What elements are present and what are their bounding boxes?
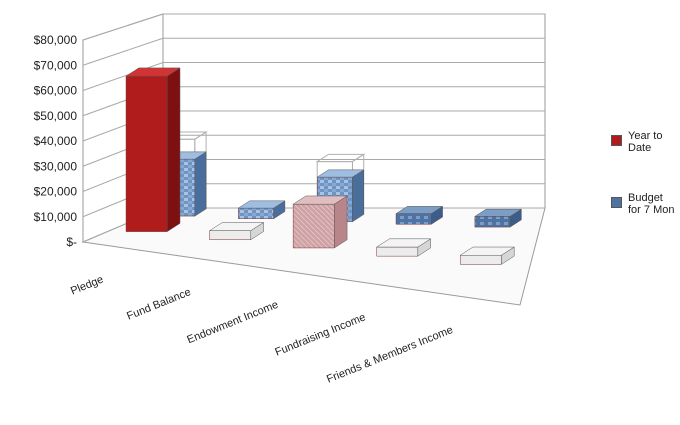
bar-budget-1-top (237, 200, 286, 209)
bar-ytd-4-top (459, 246, 516, 256)
bar-ytd-3-top (375, 238, 432, 248)
x-category-label: Friends & Members Income (325, 324, 455, 386)
bar-budget-2-side (352, 169, 364, 222)
y-tick-label: $30,000 (34, 159, 78, 173)
bar-ytd-1-top (208, 222, 265, 231)
bar-budget-1 (237, 200, 286, 220)
bar-budget-2-top (316, 169, 365, 178)
y-tick-label: $70,000 (34, 58, 78, 72)
x-category-label: Fund Balance (125, 286, 192, 323)
bar-budget-2-outline-outline-top (315, 153, 366, 163)
bar-ytd-0-side (166, 67, 181, 233)
bar-budget-3-top (395, 206, 444, 214)
bar-ytd-4-front (459, 254, 502, 265)
bar-ytd-1-front (209, 230, 252, 241)
gridline-side (82, 62, 164, 91)
bars (125, 67, 523, 265)
bar-ytd-2-front (292, 203, 335, 249)
bar-ytd-4 (459, 246, 516, 265)
x-category-label: Endowment Income (185, 299, 280, 347)
y-tick-label: $10,000 (34, 210, 78, 224)
bar-ytd-1 (208, 222, 265, 241)
legend-swatch-ytd (611, 135, 622, 146)
gridline-side (82, 37, 164, 66)
bar-budget-1-front (238, 207, 274, 220)
gridline-side (82, 13, 164, 41)
legend-label-budget: Budget for 7 Mon (628, 192, 675, 216)
bar-ytd-2-side (334, 195, 348, 249)
y-tick-label: $80,000 (34, 33, 78, 47)
bar-ytd-3-front (376, 246, 419, 257)
bar-ytd-0 (125, 67, 181, 233)
y-tick-label: $- (66, 235, 77, 249)
bar-budget-4 (474, 208, 523, 228)
y-tick-label: $50,000 (34, 109, 78, 123)
bar-ytd-0-front (125, 75, 168, 232)
bar-budget-3-front (395, 213, 432, 225)
y-tick-label: $20,000 (34, 185, 78, 199)
bar-budget-4-top (474, 208, 523, 217)
y-tick-label: $60,000 (34, 84, 78, 98)
legend-item-ytd: Year to Date (608, 130, 680, 154)
bar-ytd-0-top (125, 67, 181, 77)
legend-item-budget: Budget for 7 Mon (608, 192, 680, 216)
legend: Year to Date Budget for 7 Mon (608, 130, 680, 254)
legend-label-ytd: Year to Date (628, 130, 663, 154)
bar-budget-4-front (474, 216, 511, 228)
bar-ytd-3 (375, 238, 432, 257)
bar-budget-0-side (194, 151, 207, 217)
x-category-label: Pledge (69, 274, 105, 298)
x-category-label: Fundraising Income (273, 311, 367, 358)
bar-ytd-2-top (292, 195, 348, 205)
y-axis-ticks: $- $10,000 $20,000 $30,000 $40,000 $50,000 $60… (34, 33, 78, 249)
y-tick-label: $40,000 (34, 134, 78, 148)
legend-swatch-budget (611, 197, 622, 208)
bar-ytd-2 (292, 195, 348, 249)
bar-budget-3 (395, 205, 444, 225)
